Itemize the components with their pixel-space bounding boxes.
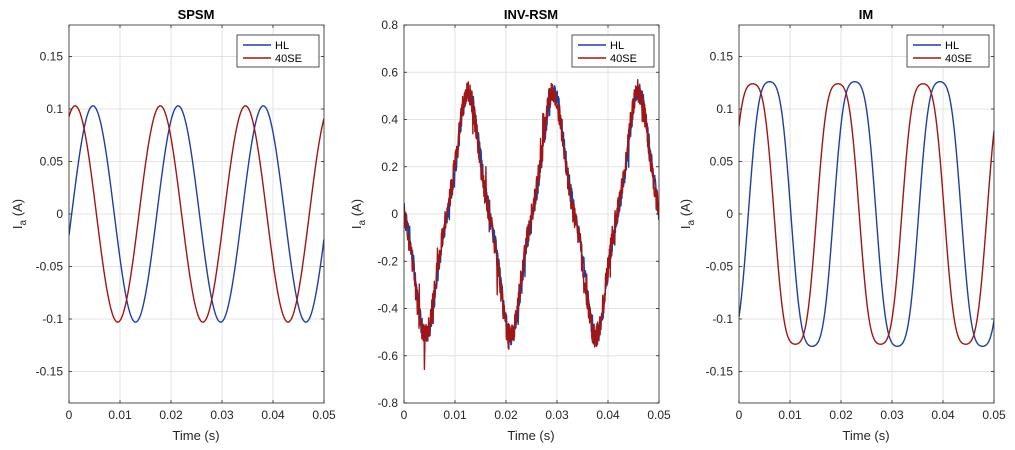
x-tick-label: 0.04 (596, 408, 620, 422)
x-tick-label: 0.03 (210, 408, 234, 422)
y-axis-label-sub: a (357, 219, 368, 225)
x-tick-label: 0.01 (108, 408, 132, 422)
y-tick-label: 0 (56, 207, 63, 221)
legend-label-40se: 40SE (275, 53, 302, 65)
y-axis-label-sub: a (686, 219, 697, 225)
x-tick-label: 0.01 (778, 408, 802, 422)
y-tick-label: -0.05 (36, 260, 64, 274)
y-tick-label: 0 (726, 207, 733, 221)
y-axis-label: Ia (A) (678, 199, 697, 229)
y-tick-label: -0.05 (706, 260, 734, 274)
x-tick-label: 0 (66, 408, 73, 422)
y-tick-label: 0.8 (381, 18, 398, 32)
x-axis-label: Time (s) (842, 428, 889, 443)
y-tick-label: 0.1 (716, 102, 733, 116)
legend-label-40se: 40SE (610, 53, 637, 65)
legend-label-40se: 40SE (945, 53, 972, 65)
legend-label-hl: HL (610, 40, 624, 52)
x-tick-label: 0.02 (494, 408, 518, 422)
y-axis-label-unit: (A) (10, 199, 25, 220)
y-axis-label-main: I (10, 225, 25, 229)
x-tick-label: 0 (401, 408, 408, 422)
y-tick-label: -0.6 (377, 349, 398, 363)
y-axis-label: Ia (A) (349, 199, 368, 229)
y-axis-label: Ia (A) (10, 199, 29, 229)
x-tick-label: 0.04 (931, 408, 955, 422)
x-tick-label: 0.03 (545, 408, 569, 422)
y-tick-label: 0 (391, 207, 398, 221)
y-tick-label: 0.2 (381, 160, 398, 174)
y-tick-label: 0.15 (710, 50, 734, 64)
series-line-40se (69, 105, 324, 323)
y-tick-label: -0.15 (706, 365, 734, 379)
x-tick-label: 0.03 (880, 408, 904, 422)
x-tick-label: 0 (736, 408, 743, 422)
legend-box (571, 34, 655, 68)
chart-panel-im: 0 0.01 0.02 0.03 0.04 0.05 -0.15 -0.1 -0.05 0 0.05… (678, 7, 1006, 443)
x-tick-label: 0.05 (647, 408, 671, 422)
y-tick-label: -0.15 (36, 365, 64, 379)
chart-panel-inv-rsm: 0 0.01 0.02 0.03 0.04 0.05 -0.8 -0.6 -0.4 -0.2 0 0.… (349, 7, 671, 443)
y-tick-label: 0.4 (381, 113, 398, 127)
y-tick-label: -0.1 (712, 312, 733, 326)
y-tick-label: -0.8 (377, 396, 398, 410)
y-axis-label-main: I (349, 225, 364, 229)
x-tick-label: 0.04 (261, 408, 285, 422)
x-axis-label: Time (s) (172, 428, 219, 443)
legend-label-hl: HL (945, 40, 959, 52)
series-line-hl (69, 105, 324, 323)
chart-title: SPSM (178, 7, 215, 22)
y-tick-label: -0.4 (377, 302, 398, 316)
chart-title: INV-RSM (504, 7, 558, 22)
chart-title: IM (859, 7, 873, 22)
legend-box (236, 34, 320, 68)
legend-box (906, 34, 990, 68)
legend-label-hl: HL (275, 40, 289, 52)
x-axis-label: Time (s) (507, 428, 554, 443)
y-axis-label-sub: a (18, 219, 29, 225)
series-line-40se (739, 83, 994, 345)
y-axis-label-main: I (678, 225, 693, 229)
chart-panel-spsm: 0 0.01 0.02 0.03 0.04 0.05 -0.15 -0.1 -0.05 0 0.05… (10, 7, 336, 443)
y-tick-label: -0.2 (377, 254, 398, 268)
y-tick-label: 0.05 (710, 155, 734, 169)
series-line-40se (404, 78, 659, 371)
y-tick-label: 0.05 (40, 155, 64, 169)
y-axis-label-unit: (A) (678, 199, 693, 220)
x-tick-label: 0.01 (443, 408, 467, 422)
series-line-hl (739, 81, 994, 347)
x-tick-label: 0.02 (159, 408, 183, 422)
y-tick-label: -0.1 (42, 312, 63, 326)
x-tick-label: 0.05 (982, 408, 1006, 422)
y-tick-label: 0.6 (381, 65, 398, 79)
x-tick-label: 0.05 (312, 408, 336, 422)
y-tick-label: 0.1 (46, 102, 63, 116)
x-tick-label: 0.02 (829, 408, 853, 422)
y-axis-label-unit: (A) (349, 199, 364, 220)
y-tick-label: 0.15 (40, 50, 64, 64)
